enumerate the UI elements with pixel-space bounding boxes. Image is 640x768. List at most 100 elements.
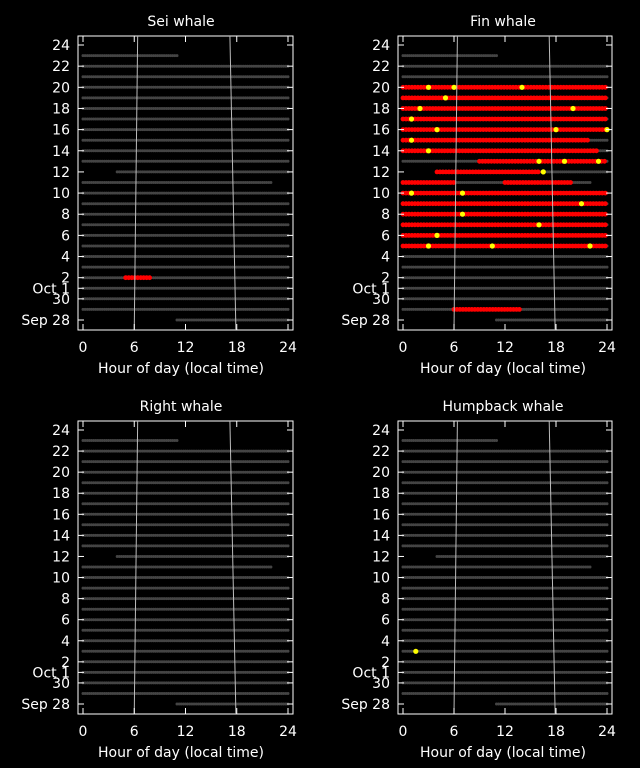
sei-whale-effort-point bbox=[216, 85, 219, 89]
sei-whale-effort-point bbox=[149, 75, 153, 79]
sei-whale-effort-point bbox=[190, 96, 194, 100]
sei-whale-effort-point bbox=[152, 128, 155, 132]
sei-whale-effort-point bbox=[177, 117, 181, 121]
sei-whale-effort-point bbox=[105, 107, 108, 110]
sei-whale-effort-point bbox=[128, 96, 132, 100]
sei-whale-effort-point bbox=[96, 128, 100, 132]
sei-whale-effort-point bbox=[158, 75, 162, 79]
sei-whale-effort-point bbox=[124, 170, 128, 174]
sei-whale-effort-point bbox=[119, 159, 123, 163]
sei-whale-effort-point bbox=[90, 159, 93, 163]
sei-whale-effort-point bbox=[241, 85, 245, 89]
sei-whale-effort-point bbox=[179, 85, 183, 89]
sei-whale-effort-point bbox=[241, 149, 245, 153]
sei-whale-effort-point bbox=[137, 159, 140, 163]
sei-whale-effort-point bbox=[243, 85, 247, 89]
sei-whale-effort-point bbox=[275, 128, 279, 132]
sei-whale-effort-point bbox=[284, 138, 288, 142]
sei-whale-effort-point bbox=[267, 64, 271, 68]
sei-whale-effort-point bbox=[222, 96, 226, 100]
sei-whale-effort-point bbox=[201, 149, 205, 153]
sei-whale-effort-point bbox=[107, 149, 111, 153]
sei-whale-effort-point bbox=[201, 138, 205, 142]
sei-whale-effort-point bbox=[239, 75, 243, 79]
sei-whale-effort-point bbox=[243, 138, 247, 142]
sei-whale-effort-point bbox=[132, 85, 136, 89]
sei-whale-effort-point bbox=[105, 64, 108, 68]
sei-whale-effort-point bbox=[83, 181, 87, 184]
sei-whale-ytick-label: 18 bbox=[52, 101, 70, 117]
sei-whale-effort-point bbox=[235, 149, 239, 153]
sei-whale-effort-point bbox=[260, 117, 264, 121]
sei-whale-effort-point bbox=[128, 149, 132, 153]
sei-whale-effort-point bbox=[209, 128, 213, 132]
sei-whale-effort-point bbox=[173, 149, 177, 153]
sei-whale-effort-point bbox=[126, 117, 130, 121]
sei-whale-effort-point bbox=[83, 159, 87, 163]
sei-whale-effort-point bbox=[156, 75, 160, 79]
sei-whale-effort-point bbox=[269, 85, 273, 89]
sei-whale-effort-point bbox=[92, 117, 96, 121]
sei-whale-effort-point bbox=[83, 75, 87, 79]
sei-whale-effort-point bbox=[128, 170, 132, 174]
sei-whale-effort-point bbox=[188, 64, 192, 68]
fin-whale-title: Fin whale bbox=[470, 14, 536, 30]
sei-whale-effort-point bbox=[169, 64, 173, 68]
sei-whale-effort-point bbox=[196, 107, 200, 110]
sei-whale-effort-point bbox=[100, 149, 104, 153]
sei-whale-effort-point bbox=[282, 107, 286, 110]
sei-whale-effort-point bbox=[90, 75, 93, 79]
sei-whale-effort-point bbox=[207, 64, 211, 68]
sei-whale-effort-point bbox=[250, 75, 254, 79]
sei-whale-effort-point bbox=[113, 85, 117, 89]
sei-whale-effort-point bbox=[207, 96, 211, 100]
sei-whale-effort-point bbox=[85, 117, 89, 121]
sei-whale-effort-point bbox=[286, 265, 290, 269]
sei-whale-effort-point bbox=[115, 149, 119, 153]
sei-whale-ytick-label: 14 bbox=[52, 144, 70, 160]
sei-whale-ytick-label: 6 bbox=[61, 228, 70, 244]
sei-whale-effort-point bbox=[273, 107, 277, 110]
sei-whale-effort-point bbox=[156, 128, 160, 132]
sei-whale-effort-point bbox=[284, 117, 288, 121]
sei-whale-effort-point bbox=[154, 117, 158, 121]
sei-whale-effort-point bbox=[181, 149, 185, 153]
sei-whale-effort-point bbox=[96, 117, 100, 121]
sei-whale-effort-point bbox=[145, 149, 149, 153]
sei-whale-effort-point bbox=[147, 181, 151, 184]
sei-whale-effort-point bbox=[109, 128, 113, 132]
sei-whale-effort-point bbox=[201, 64, 205, 68]
sei-whale-effort-point bbox=[141, 54, 145, 58]
sei-whale-effort-point bbox=[132, 138, 136, 142]
sei-whale-effort-point bbox=[141, 138, 145, 142]
sei-whale-effort-point bbox=[126, 138, 130, 142]
sei-whale-effort-point bbox=[109, 75, 113, 79]
sei-whale-effort-point bbox=[100, 107, 104, 110]
sei-whale-effort-point bbox=[260, 159, 264, 163]
sei-whale-effort-point bbox=[271, 170, 275, 174]
sei-whale-effort-point bbox=[224, 170, 228, 174]
sei-whale-xlabel: Hour of day (local time) bbox=[98, 361, 264, 377]
sei-whale-effort-point bbox=[124, 85, 128, 89]
sei-whale-effort-point bbox=[220, 85, 224, 89]
sei-whale-effort-point bbox=[278, 64, 281, 68]
sei-whale-effort-point bbox=[179, 96, 183, 100]
sei-whale-effort-point bbox=[160, 138, 164, 142]
sei-whale-effort-point bbox=[152, 75, 155, 79]
sei-whale-effort-point bbox=[222, 107, 226, 110]
sei-whale-effort-point bbox=[141, 64, 145, 68]
sei-whale-effort-point bbox=[271, 85, 275, 89]
sei-whale-effort-point bbox=[275, 75, 279, 79]
sei-whale-effort-point bbox=[190, 107, 194, 110]
sei-whale-effort-point bbox=[143, 149, 147, 153]
sei-whale-effort-point bbox=[111, 96, 115, 100]
sei-whale-effort-point bbox=[216, 170, 219, 174]
sei-whale-effort-point bbox=[209, 85, 213, 89]
sei-whale-effort-point bbox=[186, 85, 190, 89]
sei-whale-effort-point bbox=[154, 107, 158, 110]
sei-whale-effort-point bbox=[254, 149, 258, 153]
sei-whale-effort-point bbox=[248, 75, 252, 79]
sei-whale-effort-point bbox=[248, 128, 252, 132]
sei-whale-effort-point bbox=[113, 96, 117, 100]
sei-whale-effort-point bbox=[177, 64, 181, 68]
